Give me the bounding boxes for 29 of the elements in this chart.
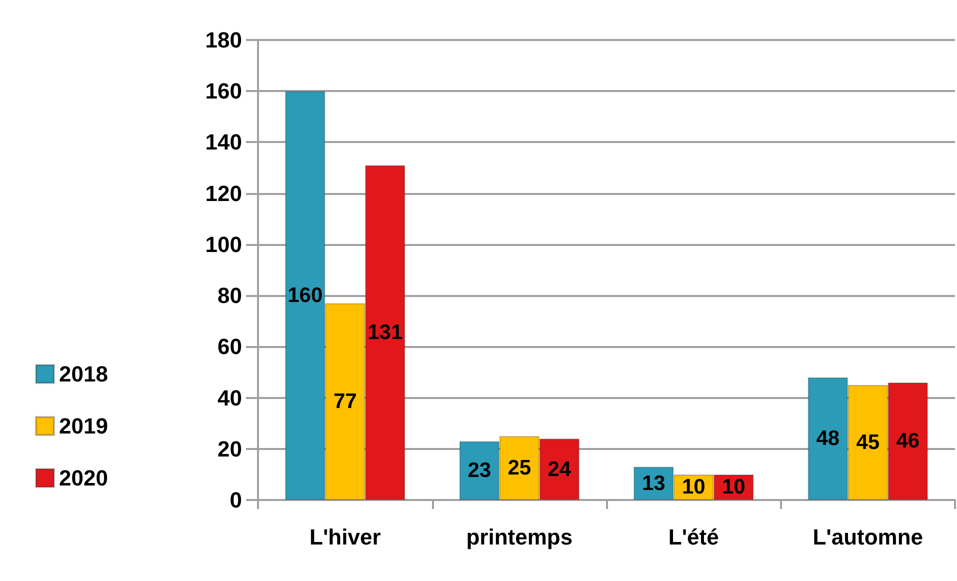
x-tick-label: printemps — [466, 524, 573, 550]
legend-label: 2018 — [59, 362, 108, 386]
data-label: 24 — [548, 458, 572, 481]
y-tick-label: 60 — [218, 334, 242, 360]
legend-label: 2019 — [59, 414, 108, 438]
data-label: 23 — [468, 459, 492, 482]
data-label: 13 — [642, 472, 666, 495]
data-label: 77 — [333, 390, 357, 414]
legend-label: 2020 — [59, 466, 108, 490]
y-tick-label: 120 — [205, 180, 242, 206]
x-tick-label: L'été — [668, 524, 719, 550]
y-tick-label: 80 — [218, 283, 242, 308]
y-tick-label: 20 — [218, 436, 242, 462]
y-tick-label: 180 — [205, 28, 242, 52]
y-tick-label: 140 — [205, 130, 242, 155]
x-tick-label: L'automne — [812, 524, 924, 550]
data-label: 48 — [816, 427, 840, 450]
x-tick-label: L'hiver — [309, 524, 382, 550]
data-label: 10 — [722, 476, 746, 499]
y-tick-label: 40 — [218, 385, 242, 410]
data-label: 45 — [856, 431, 880, 454]
data-label: 160 — [288, 284, 323, 308]
data-label: 131 — [368, 321, 403, 344]
y-tick-label: 0 — [230, 488, 242, 512]
y-tick-label: 100 — [205, 232, 242, 257]
data-label: 10 — [682, 476, 706, 499]
data-label: 46 — [896, 430, 920, 453]
y-tick-label: 160 — [205, 78, 242, 104]
data-label: 25 — [508, 456, 532, 480]
